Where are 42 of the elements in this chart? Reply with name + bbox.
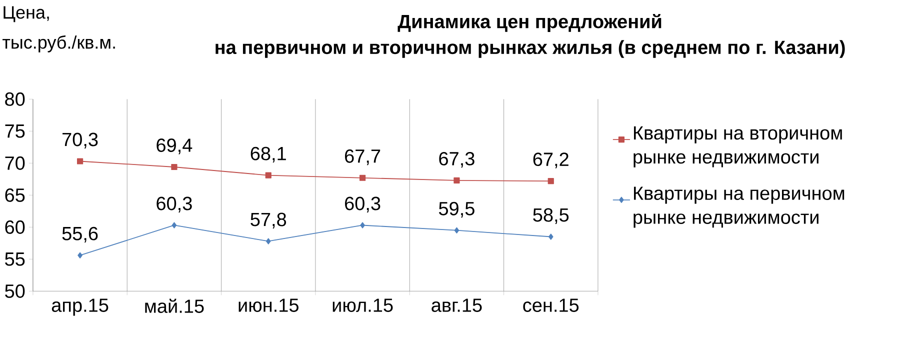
data-label: 60,3 [156, 196, 192, 212]
x-tick-label: июл.15 [332, 298, 393, 312]
data-label: 67,3 [439, 152, 474, 168]
point [359, 174, 366, 181]
point [78, 252, 82, 258]
x-tick-label: май.15 [145, 298, 204, 313]
data-label: 70,3 [62, 132, 98, 148]
y-tick-label: 70 [5, 156, 25, 170]
legend-label: Квартиры на первичном рынке недвижимости [634, 186, 844, 228]
y-tick-label: 60 [5, 220, 25, 234]
y-tick-label: 50 [5, 284, 25, 298]
point [265, 172, 272, 178]
point [548, 234, 554, 240]
point [548, 178, 554, 184]
point [454, 227, 460, 234]
data-label: 67,2 [533, 152, 568, 168]
data-label: 68,1 [250, 146, 286, 163]
data-label: 69,4 [156, 138, 192, 154]
data-label: 55,6 [62, 226, 98, 243]
point [76, 158, 84, 164]
chart-subtitle: на первичном и вторичном рынках жилья (в среднем по г. Казани) [216, 40, 845, 58]
y-tick-label: 80 [5, 92, 25, 106]
point [172, 222, 177, 228]
data-label: 58,5 [533, 208, 569, 224]
data-label: 60,3 [345, 196, 380, 212]
data-label: 67,7 [345, 149, 380, 166]
data-label: 57,8 [250, 212, 286, 228]
y-axis-title: Цена, тыс.руб./кв.м. [2, 6, 115, 52]
x-tick-label: июн.15 [238, 298, 298, 312]
x-tick-label: авг.15 [432, 298, 482, 312]
point [360, 222, 365, 228]
y-tick-label: 65 [5, 188, 25, 202]
point [266, 238, 271, 244]
x-tick-label: апр.15 [52, 298, 108, 316]
data-label: 59,5 [438, 202, 474, 218]
point [454, 177, 460, 184]
x-tick-label: сен.15 [523, 298, 579, 312]
legend-label: Квартиры на вторичном рынке недвижимости [634, 126, 842, 168]
y-tick-label: 75 [5, 124, 25, 138]
point [171, 164, 178, 170]
chart-title: Динамика цен предложений [398, 14, 662, 32]
y-tick-label: 55 [5, 252, 25, 266]
